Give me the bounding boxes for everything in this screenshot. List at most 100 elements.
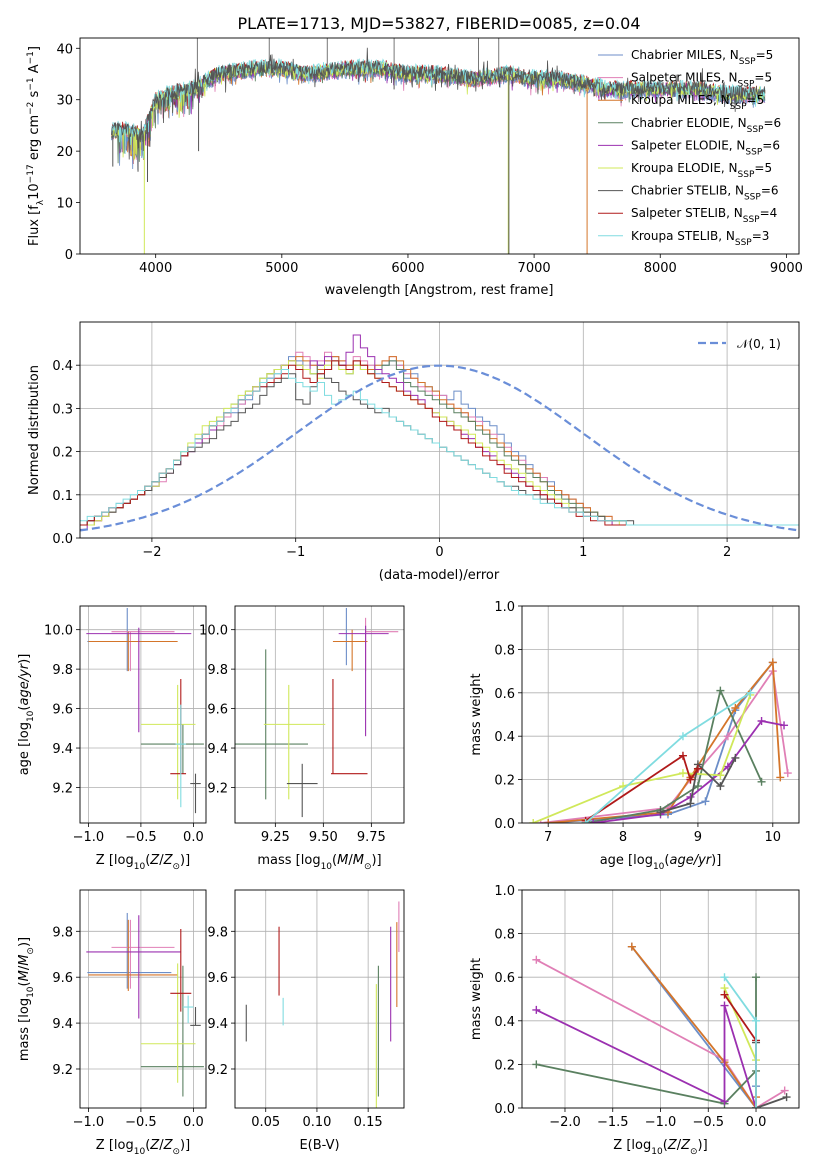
mass-vs-Z-xlabel: Z [log10(Z/Z⊙)] bbox=[96, 1138, 190, 1157]
point-marker bbox=[678, 769, 687, 778]
spectrum-ylabel: Flux [fλ10−17 erg cm−2 s−1 A−1] bbox=[26, 46, 46, 246]
spectrum-xlabel: wavelength [Angstrom, rest frame] bbox=[325, 283, 554, 298]
age-vs-Z-ytick-label: 9.6 bbox=[52, 703, 73, 718]
mass-weight-vs-Z-ytick-label: 0.6 bbox=[494, 971, 515, 986]
mass-vs-Z-xtick-label: −0.5 bbox=[125, 1115, 157, 1130]
age-vs-mass-ytick-label: 10.0 bbox=[199, 624, 228, 639]
age-vs-Z-xtick-label: −1.0 bbox=[73, 830, 105, 845]
errorbar-chabrier-stelib bbox=[286, 763, 318, 818]
errorbar-kroupa-stelib bbox=[175, 704, 187, 808]
point-marker bbox=[627, 942, 636, 951]
residuals-ytick-label: 0.2 bbox=[52, 446, 73, 461]
mass-vs-EBV-xlabel: E(B-V) bbox=[299, 1138, 339, 1153]
errorbar-kroupa-elodie bbox=[263, 684, 326, 800]
point-marker bbox=[589, 819, 598, 823]
age-vs-Z-ytick-label: 9.4 bbox=[52, 742, 73, 757]
mass-weight-vs-age-xtick-label: 10 bbox=[765, 830, 782, 845]
point-marker bbox=[780, 721, 789, 730]
spectrum-ytick-label: 20 bbox=[56, 145, 73, 160]
mass-vs-EBV-xtick-label: 0.05 bbox=[251, 1115, 280, 1130]
mass-vs-Z-plot-area bbox=[86, 912, 204, 1097]
errorbar-kroupa-stelib bbox=[182, 995, 194, 1024]
legend-entry: Kroupa ELODIE, NSSP=5 bbox=[631, 161, 772, 180]
point-marker bbox=[693, 782, 702, 791]
normal-curve bbox=[80, 364, 799, 532]
mass-weight-vs-age-ytick-label: 0.0 bbox=[494, 817, 515, 832]
errorbar-kroupa-elodie bbox=[140, 684, 196, 800]
point-marker bbox=[678, 751, 687, 760]
errorbar-chabrier-miles bbox=[87, 912, 172, 989]
point-marker bbox=[768, 658, 777, 667]
line-kroupa-miles bbox=[548, 660, 782, 823]
errorbar-kroupa-miles bbox=[332, 629, 368, 672]
errorbar-salpeter-miles bbox=[111, 919, 175, 989]
mass-weight-vs-Z-xtick-label: 0.0 bbox=[746, 1115, 767, 1130]
age-vs-Z-ytick-label: 9.8 bbox=[52, 663, 73, 678]
point-marker bbox=[720, 1097, 729, 1106]
residuals-ytick-label: 0.1 bbox=[52, 489, 73, 504]
mass-weight-vs-age-ytick-label: 0.4 bbox=[494, 730, 515, 745]
age-vs-mass-xtick-label: 9.50 bbox=[309, 830, 338, 845]
age-vs-Z-frame bbox=[79, 605, 207, 824]
mass-weight-vs-Z-ylabel: mass weight bbox=[469, 958, 484, 1040]
spectrum-xtick-label: 5000 bbox=[265, 261, 298, 276]
mass-weight-vs-Z-ytick-label: 1.0 bbox=[494, 884, 515, 899]
mass-weight-vs-Z-axes: −2.0 −1.5 −1.0 −0.5 0.0 0.0 0.2 0.4 0.6 0.8 1.0 Z [… bbox=[469, 884, 800, 1157]
spectrum-ytick-label: 30 bbox=[56, 94, 73, 109]
legend-entry: Salpeter ELODIE, NSSP=6 bbox=[631, 138, 780, 157]
errorbar-salpeter-stelib bbox=[170, 929, 192, 1012]
mass-vs-Z-xtick-label: −1.0 bbox=[73, 1115, 105, 1130]
errorbar-chabrier-elodie bbox=[140, 965, 204, 1097]
age-vs-Z-xtick-label: 0.0 bbox=[183, 830, 204, 845]
mass-vs-Z-xtick-label: 0.0 bbox=[183, 1115, 204, 1130]
age-vs-mass-frame bbox=[234, 605, 405, 824]
point-marker bbox=[783, 769, 792, 778]
mass-vs-Z-ytick-label: 9.6 bbox=[52, 971, 73, 986]
point-marker bbox=[701, 797, 710, 806]
figure-title: PLATE=1713, MJD=53827, FIBERID=0085, z=0… bbox=[237, 14, 640, 33]
point-marker bbox=[686, 775, 695, 784]
mass-weight-vs-age-ytick-label: 0.6 bbox=[494, 687, 515, 702]
residuals-frame bbox=[79, 321, 800, 539]
legend-entry: Chabrier STELIB, NSSP=6 bbox=[631, 184, 779, 203]
mass-vs-EBV-ytick-label: 9.8 bbox=[207, 925, 228, 940]
spectrum-axes: 4000 5000 6000 7000 8000 9000 0 10 20 30 40 wavelen… bbox=[26, 37, 803, 298]
residuals-xtick-label: 1 bbox=[579, 545, 587, 560]
mass-vs-Z-ytick-label: 9.2 bbox=[52, 1063, 73, 1078]
point-marker bbox=[723, 732, 732, 741]
point-marker bbox=[581, 819, 590, 823]
point-marker bbox=[716, 686, 725, 695]
errorbar-salpeter-elodie bbox=[338, 625, 389, 737]
spectrum-legend: Chabrier MILES, NSSP=5 Salpeter MILES, NS… bbox=[598, 48, 781, 248]
errorbar-salpeter-miles bbox=[365, 617, 399, 672]
mass-weight-vs-Z-xtick-label: −0.5 bbox=[692, 1115, 724, 1130]
mass-weight-vs-age-xlabel: age [log10(age/yr)] bbox=[600, 853, 722, 872]
point-marker bbox=[752, 1016, 761, 1025]
point-marker bbox=[780, 1086, 789, 1095]
point-marker bbox=[532, 1060, 541, 1069]
spectrum-plot-area bbox=[111, 38, 766, 254]
mass-weight-vs-age-xtick-label: 9 bbox=[694, 830, 702, 845]
age-vs-Z-xlabel: Z [log10(Z/Z⊙)] bbox=[96, 853, 190, 872]
spectrum-line-chabrier-stelib bbox=[111, 47, 766, 160]
point-marker bbox=[731, 753, 740, 762]
mass-vs-EBV-plot-area bbox=[245, 901, 400, 1108]
errorbar-chabrier-stelib bbox=[190, 1007, 201, 1026]
mass-vs-EBV-frame bbox=[234, 889, 405, 1109]
residuals-xtick-label: −1 bbox=[286, 545, 305, 560]
point-marker bbox=[720, 990, 729, 999]
residuals-xtick-label: −2 bbox=[142, 545, 161, 560]
residuals-plot-area bbox=[80, 334, 799, 532]
point-marker bbox=[752, 1104, 761, 1108]
point-marker bbox=[678, 732, 687, 741]
mass-weight-vs-age-ylabel: mass weight bbox=[469, 673, 484, 755]
point-marker bbox=[746, 688, 755, 697]
age-vs-Z-xtick-label: −0.5 bbox=[125, 830, 157, 845]
mass-weight-vs-age-plot-area bbox=[529, 658, 792, 823]
spectrum-xtick-label: 7000 bbox=[518, 261, 551, 276]
legend-entry: Salpeter MILES, NSSP=5 bbox=[631, 71, 772, 90]
errorbar-salpeter-miles bbox=[111, 631, 175, 672]
age-vs-mass-ytick-label: 9.8 bbox=[207, 663, 228, 678]
residuals-xtick-label: 0 bbox=[435, 545, 443, 560]
